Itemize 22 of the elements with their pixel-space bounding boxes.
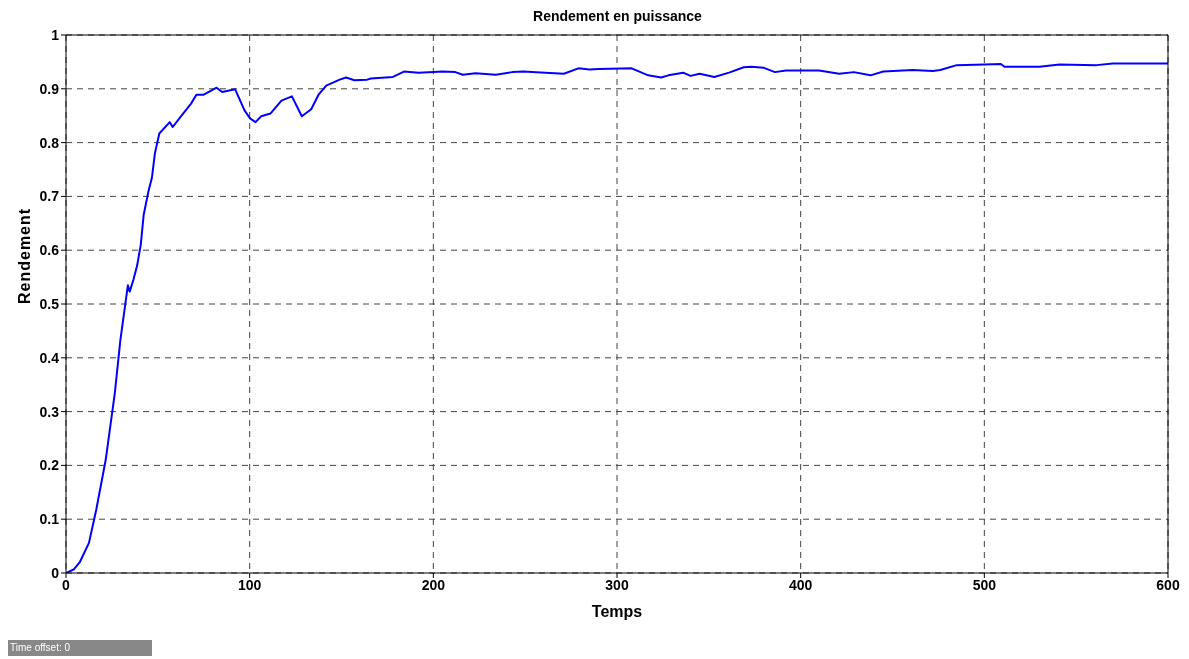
y-tick-label: 1 <box>51 26 60 43</box>
x-tick-label: 300 <box>605 576 629 593</box>
x-tick-label: 200 <box>421 576 446 593</box>
y-tick-label: 0.6 <box>39 242 60 259</box>
x-tick-label: 100 <box>237 576 262 593</box>
x-tick-label: 400 <box>788 576 813 593</box>
y-tick-label: 0.8 <box>39 134 60 151</box>
y-tick-label: 0.1 <box>39 511 60 528</box>
y-tick-label: 0.3 <box>39 403 60 420</box>
y-tick-label: 0.4 <box>39 349 60 366</box>
y-axis-title: Rendement <box>15 207 33 304</box>
y-tick-label: 0.2 <box>39 457 60 474</box>
y-tick-label: 0.9 <box>39 80 60 97</box>
x-tick-label: 0 <box>62 576 71 593</box>
x-axis-title: Temps <box>591 603 643 620</box>
y-tick-label: 0 <box>51 564 60 581</box>
text: Time offset: 0 <box>8 640 152 656</box>
chart-title: Rendement en puissance <box>532 8 703 24</box>
x-tick-label: 500 <box>972 576 997 593</box>
x-tick-label: 600 <box>1156 576 1180 593</box>
y-tick-label: 0.7 <box>39 188 60 205</box>
y-tick-label: 0.5 <box>39 295 60 312</box>
